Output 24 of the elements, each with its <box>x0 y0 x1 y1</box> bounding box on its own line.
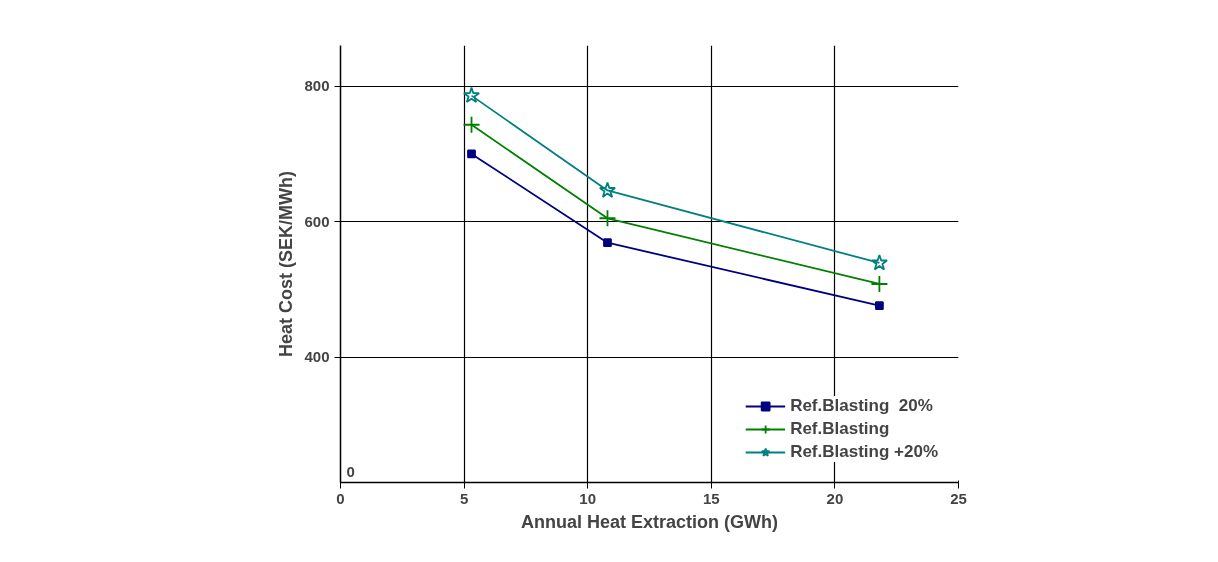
x-tick-label: 5 <box>459 489 469 507</box>
point <box>870 254 888 271</box>
y-tick-label: 600 <box>304 212 330 230</box>
x-tick-label: 0 <box>336 489 345 507</box>
x-tick-label: 15 <box>702 489 720 507</box>
legend-label: Ref.Blasting <box>790 419 890 439</box>
point <box>598 209 617 228</box>
point <box>463 86 481 104</box>
point <box>598 181 616 198</box>
y-tick-label: 800 <box>304 77 330 95</box>
x-tick-label: 25 <box>950 489 967 507</box>
x-tick-label: 10 <box>579 489 597 507</box>
point <box>875 301 884 311</box>
point <box>870 275 889 293</box>
point <box>467 149 476 159</box>
point <box>462 115 481 134</box>
annotation: 0 <box>346 462 355 480</box>
x-tick-label: 20 <box>826 489 844 507</box>
x-axis-title: Annual Heat Extraction (GWh) <box>521 511 779 532</box>
y-axis-title: Heat Cost (SEK/MWh) <box>276 171 297 357</box>
y-tick-label: 400 <box>304 348 330 366</box>
point <box>603 238 612 248</box>
legend-label: Ref.Blasting +20% <box>790 442 938 462</box>
legend-label: Ref.Blasting 20% <box>790 396 933 416</box>
